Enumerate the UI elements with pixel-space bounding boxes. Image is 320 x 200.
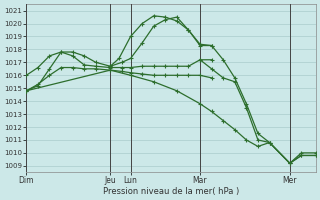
X-axis label: Pression niveau de la mer( hPa ): Pression niveau de la mer( hPa ): [103, 187, 239, 196]
